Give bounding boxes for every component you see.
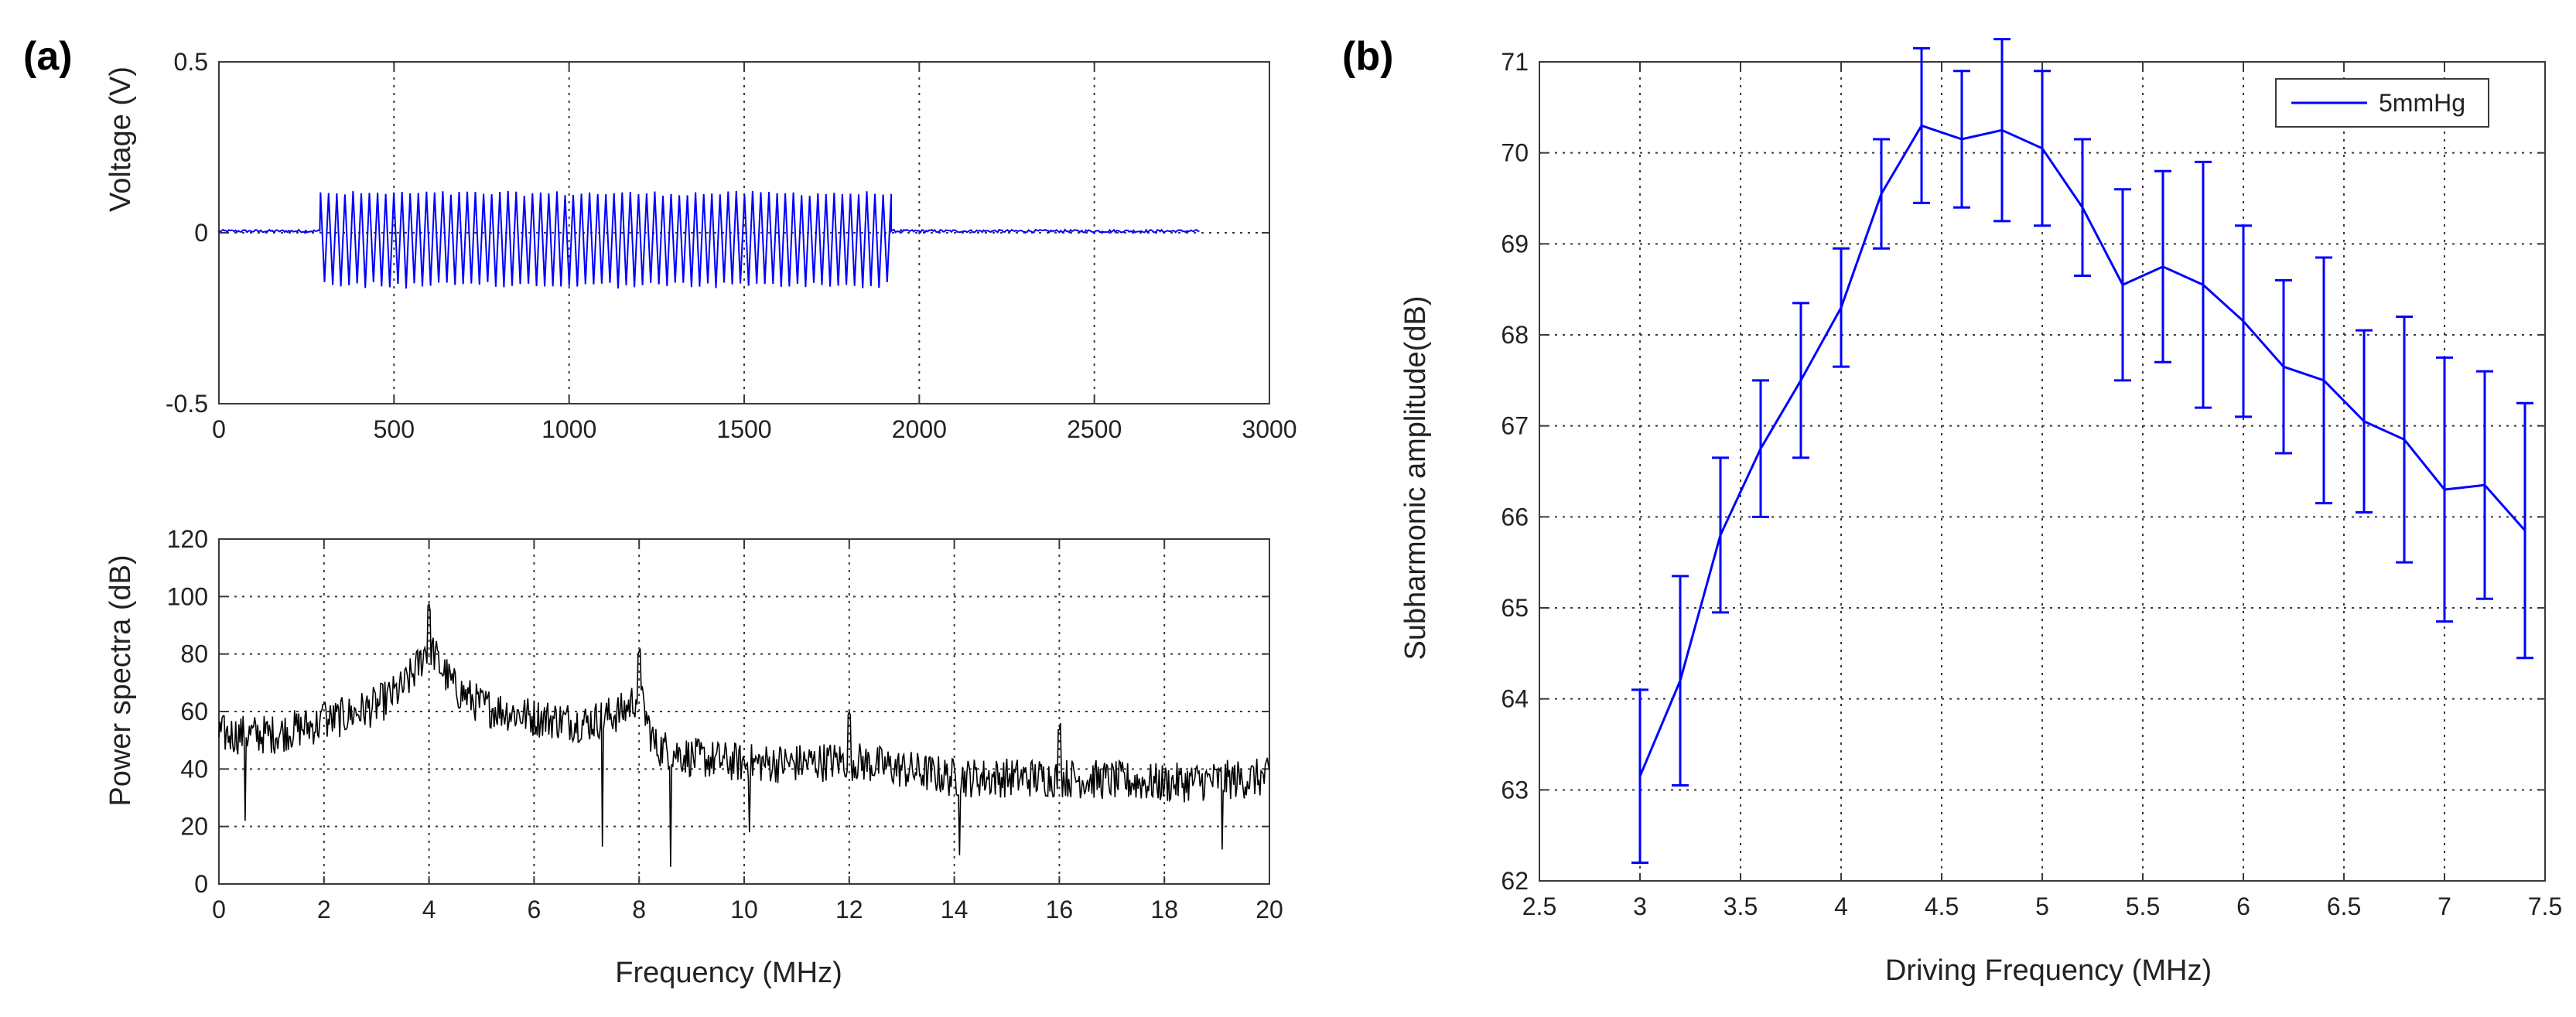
data-point xyxy=(1679,679,1682,682)
power-x-tick-label: 6 xyxy=(528,896,542,923)
legend-label: 5mmHg xyxy=(2379,89,2465,117)
data-point xyxy=(1840,306,1843,309)
power-y-tick-label: 20 xyxy=(180,813,208,841)
power-y-tick-label: 60 xyxy=(180,698,208,725)
power-spectra-chart: 0 2 4 6 8 10 12 14 16 18 20 0 20 40 60 80 100 120 xyxy=(167,525,1283,923)
power-x-tick-label: 16 xyxy=(1046,896,1074,923)
data-point xyxy=(2081,206,2084,209)
power-y-tick-label: 40 xyxy=(180,755,208,783)
subharmonic-y-tick-label: 71 xyxy=(1501,48,1529,76)
power-x-tick-label: 4 xyxy=(422,896,436,923)
data-point xyxy=(1759,447,1762,450)
power-x-tick-label: 2 xyxy=(317,896,331,923)
voltage-series-line xyxy=(218,190,1200,289)
subharmonic-y-tick-label: 62 xyxy=(1501,867,1529,895)
data-point xyxy=(2121,283,2124,286)
legend: 5mmHg xyxy=(2275,78,2489,128)
data-point xyxy=(2523,529,2526,532)
voltage-y-axis-label: Voltage (V) xyxy=(104,67,137,212)
power-x-tick-label: 18 xyxy=(1150,896,1178,923)
data-point xyxy=(1880,193,1883,196)
data-point xyxy=(2202,283,2205,286)
power-x-tick-label: 12 xyxy=(835,896,863,923)
data-point xyxy=(2000,128,2004,131)
data-point xyxy=(1799,379,1802,382)
voltage-y-tick-label: 0.5 xyxy=(174,48,208,76)
data-point xyxy=(2443,488,2446,491)
subharmonic-y-tick-label: 67 xyxy=(1501,412,1529,440)
data-point xyxy=(2242,319,2245,323)
subharmonic-x-tick-label: 5 xyxy=(2035,892,2049,920)
data-point xyxy=(2322,379,2325,382)
power-y-tick-label: 0 xyxy=(194,870,208,898)
power-y-tick-label: 80 xyxy=(180,640,208,668)
subharmonic-x-tick-label: 4.5 xyxy=(1925,892,1959,920)
subharmonic-x-tick-label: 7 xyxy=(2438,892,2451,920)
voltage-x-tick-label: 0 xyxy=(212,415,226,443)
subharmonic-y-tick-label: 68 xyxy=(1501,321,1529,349)
data-point xyxy=(2483,483,2486,486)
subharmonic-x-axis-label: Driving Frequency (MHz) xyxy=(1885,954,2212,987)
power-x-tick-label: 14 xyxy=(941,896,969,923)
voltage-x-tick-label: 1000 xyxy=(542,415,596,443)
power-y-axis-label: Power spectra (dB) xyxy=(104,555,137,806)
subharmonic-y-tick-label: 66 xyxy=(1501,503,1529,531)
data-point xyxy=(2403,438,2406,441)
subharmonic-x-tick-label: 3.5 xyxy=(1724,892,1758,920)
power-y-tick-label: 120 xyxy=(167,525,208,553)
voltage-chart: 0 500 1000 1500 2000 2500 3000-0.500.5 xyxy=(166,48,1297,443)
power-x-tick-label: 20 xyxy=(1256,896,1283,923)
voltage-x-tick-label: 1500 xyxy=(716,415,771,443)
voltage-y-tick-label: -0.5 xyxy=(166,390,208,418)
voltage-y-tick-label: 0 xyxy=(194,219,208,247)
subharmonic-x-tick-label: 2.5 xyxy=(1522,892,1556,920)
data-point xyxy=(2041,147,2044,150)
subharmonic-x-tick-label: 3 xyxy=(1633,892,1647,920)
data-point xyxy=(2362,420,2366,423)
subharmonic-x-tick-label: 6.5 xyxy=(2327,892,2361,920)
power-x-tick-label: 8 xyxy=(632,896,646,923)
subharmonic-x-tick-label: 4 xyxy=(1834,892,1848,920)
panel-label-b: (b) xyxy=(1342,34,1393,79)
power-x-tick-label: 10 xyxy=(730,896,758,923)
data-point xyxy=(1638,775,1642,778)
voltage-x-tick-label: 2000 xyxy=(892,415,947,443)
subharmonic-x-tick-label: 5.5 xyxy=(2126,892,2160,920)
data-point xyxy=(2282,365,2285,368)
subharmonic-y-tick-label: 63 xyxy=(1501,776,1529,804)
subharmonic-y-tick-label: 69 xyxy=(1501,230,1529,258)
voltage-x-tick-label: 500 xyxy=(374,415,415,443)
power-x-tick-label: 0 xyxy=(212,896,226,923)
data-point xyxy=(1960,138,1963,141)
voltage-x-tick-label: 3000 xyxy=(1242,415,1297,443)
data-point xyxy=(1719,534,1722,537)
subharmonic-y-tick-label: 64 xyxy=(1501,685,1529,713)
power-y-tick-label: 100 xyxy=(167,582,208,610)
subharmonic-x-tick-label: 6 xyxy=(2236,892,2250,920)
data-point xyxy=(2161,265,2164,268)
panel-label-a: (a) xyxy=(23,34,73,79)
subharmonic-x-tick-label: 7.5 xyxy=(2528,892,2562,920)
subharmonic-y-tick-label: 65 xyxy=(1501,594,1529,622)
power-x-axis-label: Frequency (MHz) xyxy=(615,957,842,989)
subharmonic-y-tick-label: 70 xyxy=(1501,139,1529,167)
data-point xyxy=(1920,124,1923,127)
subharmonic-chart: 2.5 3 3.5 4 4.5 5 5.5 6 6.5 7 7.5 62 63 64 65 66 67 68 69 7… xyxy=(1501,38,2562,920)
subharmonic-y-axis-label: Subharmonic amplitude(dB) xyxy=(1399,295,1432,660)
power-series-line xyxy=(218,602,1270,867)
voltage-x-tick-label: 2500 xyxy=(1067,415,1122,443)
